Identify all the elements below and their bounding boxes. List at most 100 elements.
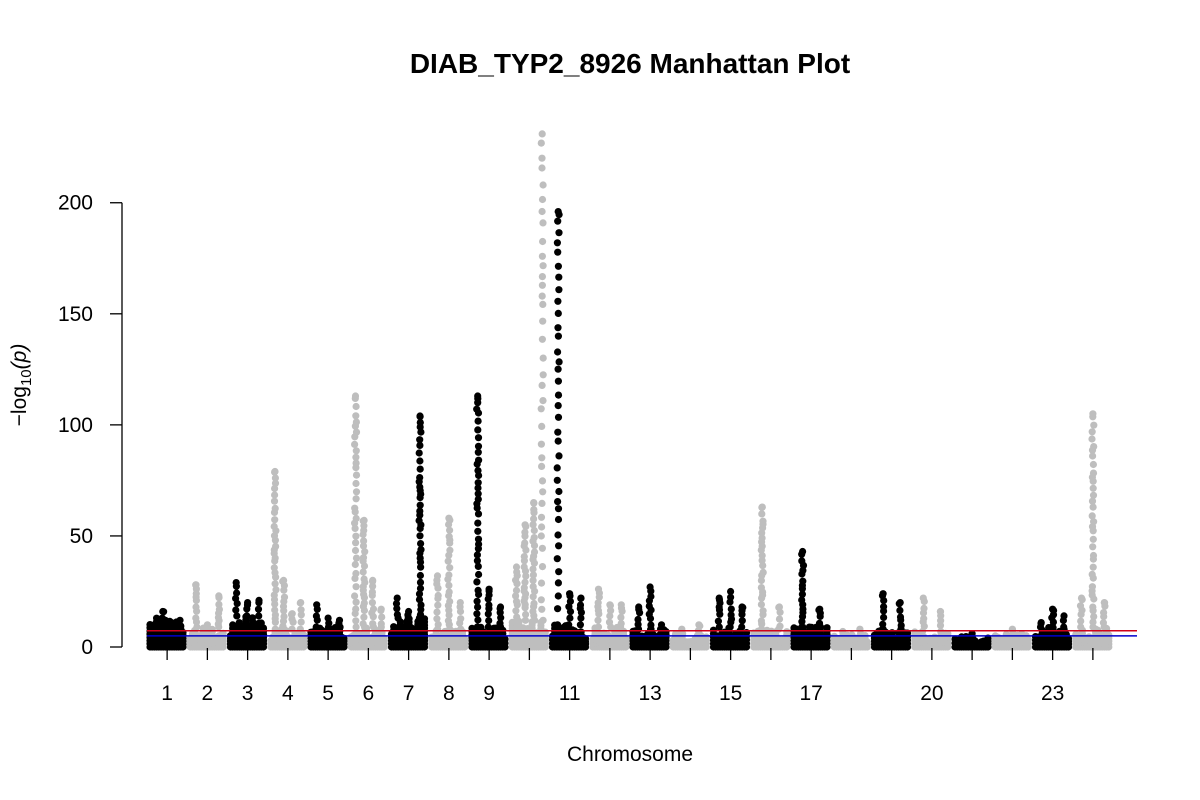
snp-point	[554, 377, 563, 385]
snp-point	[537, 532, 545, 540]
snp-point	[539, 317, 547, 325]
snp-point	[243, 612, 251, 620]
peak-point	[150, 621, 158, 629]
snp-point	[738, 623, 746, 631]
snp-point	[416, 441, 424, 449]
snp-point	[555, 229, 563, 237]
snp-point	[538, 195, 547, 204]
snp-point	[1089, 563, 1097, 571]
snp-point	[352, 459, 360, 467]
snp-point	[474, 448, 482, 456]
snp-point	[232, 606, 240, 614]
snp-point	[1090, 443, 1098, 451]
peak-point	[445, 514, 453, 522]
snp-point	[1088, 583, 1096, 591]
peak-point	[255, 596, 263, 605]
snp-point	[352, 418, 360, 426]
snp-point	[538, 454, 546, 462]
snp-point	[272, 586, 280, 594]
snp-point	[433, 615, 441, 623]
snp-point	[351, 504, 359, 512]
peak-point	[919, 594, 927, 602]
snp-point	[360, 599, 368, 607]
snp-point	[416, 465, 424, 473]
snp-point	[776, 622, 784, 630]
snp-point	[798, 557, 806, 565]
snp-point	[232, 594, 240, 603]
snp-point	[521, 539, 529, 547]
snp-point	[727, 605, 735, 613]
peak-point	[530, 499, 538, 507]
snp-point	[360, 613, 368, 621]
snp-point	[1088, 435, 1096, 443]
peak-point	[1049, 605, 1057, 613]
snp-point	[594, 599, 602, 607]
peak-point	[856, 625, 864, 633]
y-tick-label: 150	[58, 303, 93, 326]
peak-point	[433, 572, 442, 580]
snp-point	[537, 596, 545, 604]
snp-point	[757, 584, 766, 592]
chromosome-9-points	[468, 392, 509, 651]
snp-point	[416, 571, 424, 580]
snp-point	[416, 532, 424, 540]
snp-point	[798, 590, 807, 598]
snp-point	[352, 569, 360, 578]
snp-point	[554, 498, 562, 506]
snp-point	[474, 535, 483, 543]
snp-point	[352, 554, 361, 562]
y-tick-label: 100	[58, 414, 93, 437]
snp-point	[1090, 518, 1098, 526]
snp-point	[1060, 623, 1068, 631]
peak-point	[1077, 594, 1086, 602]
snp-point	[520, 563, 528, 571]
snp-point	[538, 252, 547, 260]
peak-point	[657, 621, 666, 629]
snp-point	[434, 601, 442, 609]
snp-point	[434, 620, 442, 629]
peak-point	[176, 616, 184, 624]
chromosome-18-points	[830, 625, 871, 651]
snp-point	[351, 524, 359, 533]
snp-point	[474, 434, 483, 442]
peak-point	[1037, 619, 1045, 627]
snp-point	[538, 477, 547, 485]
snp-point	[799, 577, 807, 585]
snp-point	[368, 588, 376, 596]
snp-point	[714, 617, 723, 625]
x-tick-label: 4	[282, 682, 294, 705]
snp-point	[647, 621, 655, 629]
snp-point	[1099, 619, 1107, 627]
x-tick-label: 3	[242, 682, 254, 705]
snp-point	[538, 154, 546, 162]
snp-point	[538, 544, 547, 552]
snp-point	[537, 405, 545, 413]
snp-point	[352, 447, 360, 455]
snp-point	[554, 579, 563, 587]
snp-point	[554, 262, 563, 270]
snp-point	[312, 623, 320, 631]
snp-point	[368, 599, 376, 607]
snp-point	[351, 560, 359, 569]
snp-point	[1077, 623, 1085, 631]
snp-point	[554, 515, 563, 524]
snp-point	[1105, 631, 1113, 639]
chromosome-24-points	[1072, 410, 1113, 651]
snp-point	[445, 533, 453, 541]
snp-point	[416, 474, 424, 482]
snp-point	[530, 534, 538, 542]
peak-point	[1060, 612, 1068, 620]
snp-point	[484, 623, 492, 631]
snp-point	[1089, 503, 1097, 511]
x-tick-label: 5	[322, 682, 334, 705]
y-axis-label-sub: 10	[18, 369, 35, 386]
snp-point	[474, 586, 482, 595]
snp-point	[474, 562, 482, 571]
x-tick-label: 8	[443, 682, 455, 705]
snp-point	[554, 402, 562, 410]
snp-point	[757, 600, 766, 609]
snp-point	[815, 619, 824, 627]
snp-point	[192, 614, 200, 622]
snp-point	[352, 428, 361, 436]
snp-point	[352, 514, 360, 523]
